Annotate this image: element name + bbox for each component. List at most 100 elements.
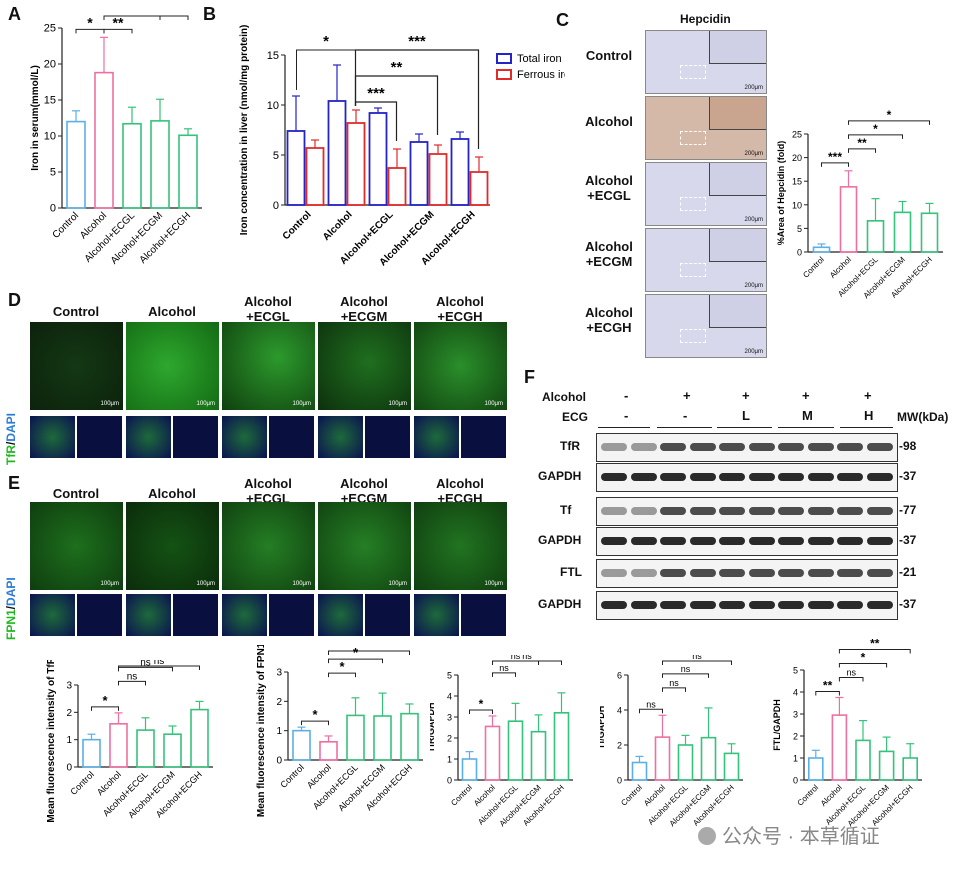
significance-label: *	[129, 10, 135, 17]
significance-bracket	[821, 162, 849, 167]
lane-group-line	[778, 427, 834, 428]
blot-band	[748, 569, 775, 577]
ecg-dose: H	[864, 408, 874, 423]
bar	[327, 100, 347, 206]
fluorescence-column-label: Alcohol +ECGL	[244, 294, 292, 324]
significance-label: *	[102, 693, 108, 708]
chart-tfr-intensity: 0 1 2 3 Mean fluorescence intensity of TfR (…	[46, 660, 213, 823]
dapi-stain-label: DAPI	[4, 412, 18, 442]
panel-letter-f: F	[524, 367, 535, 387]
legend-swatch	[496, 69, 512, 80]
bar	[428, 153, 448, 206]
y-axis-label: FTL/GAPDH	[772, 699, 782, 751]
legend-label: Ferrous iron	[517, 69, 565, 81]
bar	[373, 715, 392, 761]
blot-band	[660, 601, 686, 609]
bar	[631, 761, 648, 781]
dapi-image	[318, 594, 363, 636]
bar	[122, 122, 142, 209]
bar	[902, 757, 918, 781]
blot-band	[660, 443, 686, 451]
significance-bracket	[848, 148, 876, 153]
dapi-image	[173, 594, 218, 636]
blot-band	[866, 507, 893, 515]
blot-band	[689, 569, 716, 577]
y-tick-label: 1	[276, 726, 282, 737]
y-axis-label: %Area of Hepcidin (fold)	[776, 141, 786, 246]
significance-bracket	[662, 673, 709, 678]
blot-band	[748, 601, 775, 609]
wechat-icon	[698, 827, 716, 845]
y-tick-label: 6	[617, 671, 622, 681]
alcohol-sign: -	[624, 388, 629, 403]
y-tick-label: 0	[66, 763, 72, 774]
significance-bracket	[328, 672, 356, 678]
significance-label: **	[113, 14, 124, 30]
significance-bracket	[492, 660, 562, 665]
y-tick-label: 2	[793, 732, 798, 742]
fluorescence-column-label: Alcohol +ECGH	[436, 294, 484, 324]
category-label: Control	[68, 769, 96, 797]
blot-band	[630, 569, 657, 577]
alcohol-sign: +	[683, 388, 691, 403]
significance-label: ***	[828, 150, 842, 164]
blot-band	[807, 569, 834, 577]
bar	[82, 738, 101, 768]
lane-group-line	[717, 427, 772, 428]
dapi-image	[461, 416, 506, 458]
category-label: Control	[619, 783, 644, 808]
significance-label: *	[861, 651, 866, 665]
significance-label: ns	[499, 663, 509, 673]
significance-bracket	[328, 650, 410, 655]
bar	[387, 167, 407, 206]
lane-group-line	[598, 427, 650, 428]
bar	[839, 186, 858, 253]
chart-fpn1-intensity: 0 1 2 3 Mean fluorescence intensity of FPN1 …	[256, 645, 423, 817]
significance-bracket	[328, 658, 383, 664]
blot-band	[837, 569, 863, 577]
dapi-image	[222, 416, 267, 458]
blot-mw-label: -37	[899, 597, 917, 611]
bar	[807, 757, 824, 781]
blot-mw-label: -37	[899, 469, 917, 483]
fpn1-stain-label: FPN1	[4, 609, 18, 640]
ihc-row-label: Alcohol +ECGH	[585, 305, 633, 335]
bar	[319, 741, 338, 761]
chart-tf-gapdh: 0246Tf/GAPDHControlAlcoholAlcohol+ECGLAl…	[600, 655, 743, 828]
bar	[109, 723, 128, 768]
blot-band	[748, 473, 775, 481]
blot-band	[748, 537, 775, 545]
category-label: Control	[796, 783, 821, 808]
blot-band	[689, 443, 716, 451]
alcohol-sign: +	[864, 388, 872, 403]
significance-bracket	[118, 680, 146, 686]
y-tick-label: 4	[447, 692, 452, 702]
y-tick-label: 10	[267, 100, 279, 112]
significance-label: **	[391, 59, 403, 76]
ihc-image: 200μm	[645, 96, 767, 160]
y-tick-label: 5	[793, 666, 798, 676]
panel-letter-b: B	[203, 4, 216, 24]
significance-bracket	[662, 660, 732, 665]
y-tick-label: 2	[617, 741, 622, 751]
fluorescence-image: 100μm	[414, 322, 507, 410]
tfr-dapi-label: TfR/DAPI	[4, 365, 26, 465]
y-axis-label: Iron in serum(mmol/L)	[30, 65, 41, 171]
y-tick-label: 4	[793, 688, 798, 698]
blot-protein-label: GAPDH	[538, 533, 582, 547]
category-label: Control	[801, 255, 826, 280]
bar	[94, 71, 114, 209]
y-tick-label: 15	[267, 50, 279, 62]
y-axis-label: Iron concentration in liver (nmol/mg pro…	[239, 25, 250, 236]
blot-band	[660, 473, 686, 481]
bar	[136, 729, 155, 768]
significance-label: ns	[681, 664, 691, 674]
hepcidin-title: Hepcidin	[680, 12, 731, 26]
blot-strip	[596, 497, 898, 526]
bar	[190, 708, 209, 768]
significance-label: ns	[846, 668, 856, 678]
blot-band	[807, 507, 834, 515]
bar	[368, 112, 388, 206]
dapi-image	[318, 416, 363, 458]
dapi-image	[126, 416, 171, 458]
